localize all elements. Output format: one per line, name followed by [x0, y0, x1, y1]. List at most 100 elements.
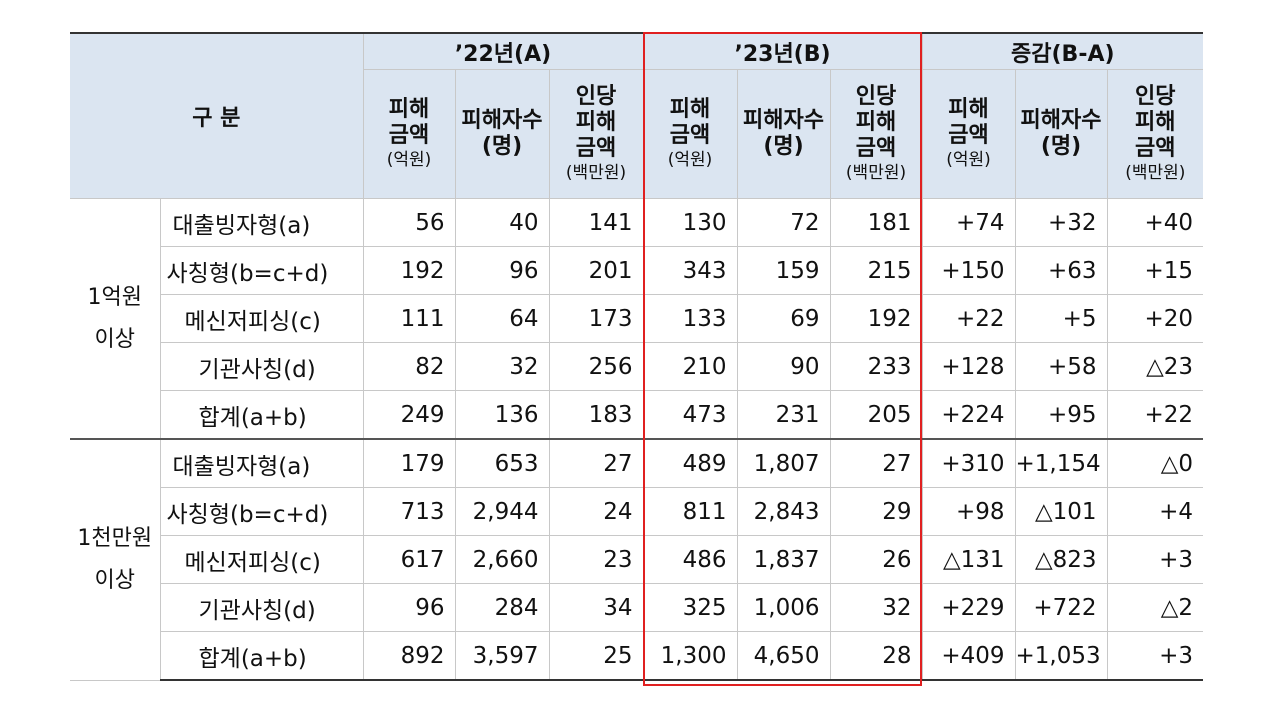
- column-header-line: (명): [481, 134, 523, 159]
- column-header-line: 피해: [1135, 110, 1176, 135]
- column-header: 인당 피해 금액 (백만원): [829, 69, 923, 199]
- column-header-line: 피해: [575, 110, 617, 135]
- cell-value: +22: [921, 294, 1016, 343]
- cell-value: 141: [548, 198, 644, 247]
- cell-value: 205: [829, 390, 923, 440]
- column-header-line: (억원): [386, 150, 432, 170]
- period-header: 증감(B-A): [921, 32, 1204, 70]
- section-label-line: 1억원: [87, 284, 142, 310]
- cell-value: 473: [642, 390, 738, 440]
- cell-value: +1,053: [1014, 631, 1108, 681]
- group-header: 구 분: [70, 32, 364, 199]
- column-header-line: 피해자수: [461, 108, 543, 133]
- row-label: 합계(a+b): [159, 390, 364, 440]
- cell-value: 40: [454, 198, 550, 247]
- data-row: 1억원 이상 대출빙자형(a) 56 40 141 130 72 181 +74 +32 +40: [70, 198, 1204, 440]
- cell-value: 201: [548, 246, 644, 295]
- cell-value: +150: [921, 246, 1016, 295]
- column-header-line: 피해: [855, 110, 897, 135]
- cell-value: +58: [1014, 342, 1108, 391]
- cell-value: 183: [548, 390, 644, 440]
- column-header: 인당 피해 금액 (백만원): [548, 69, 644, 199]
- cell-value: 136: [454, 390, 550, 440]
- cell-value: 2,660: [454, 535, 550, 584]
- data-row: 사칭형(b=c+d) 713 2,944 24 811 2,843 29 +98 △101 +4: [70, 487, 1204, 536]
- column-header-line: 피해: [388, 97, 430, 122]
- row-label: 기관사칭(d): [159, 583, 364, 632]
- table-header: 구 분 ’22년(A) ’23년(B) 증감(B-A) 피해 금액 (억원) 피해자수 (명) 인…: [70, 32, 1204, 199]
- cell-value: 130: [642, 198, 738, 247]
- cell-value: △2: [1106, 583, 1204, 632]
- data-row: 기관사칭(d) 82 32 256 210 90 233 +128 +58 △23: [70, 342, 1204, 391]
- cell-value: 181: [829, 198, 923, 247]
- row-label: 사칭형(b=c+d): [159, 487, 364, 536]
- cell-value: 34: [548, 583, 644, 632]
- column-header-line: 금액: [948, 123, 989, 148]
- cell-value: +15: [1106, 246, 1204, 295]
- cell-value: +74: [921, 198, 1016, 247]
- cell-value: +4: [1106, 487, 1204, 536]
- row-label: 대출빙자형(a): [159, 438, 364, 488]
- cell-value: 231: [736, 390, 831, 440]
- cell-value: 90: [736, 342, 831, 391]
- column-header-line: 피해자수: [743, 108, 824, 133]
- cell-value: 2,944: [454, 487, 550, 536]
- period-label: ’23년(B): [734, 41, 831, 67]
- cell-value: 28: [829, 631, 923, 681]
- section-label-line: 이상: [94, 326, 135, 352]
- column-header-line: 피해: [669, 97, 711, 122]
- column-header-line: 피해: [948, 97, 989, 122]
- column-header: 피해 금액 (억원): [921, 69, 1016, 199]
- cell-value: 1,300: [642, 631, 738, 681]
- row-label: 합계(a+b): [159, 631, 364, 681]
- cell-value: 24: [548, 487, 644, 536]
- cell-value: 653: [454, 438, 550, 488]
- cell-value: 25: [548, 631, 644, 681]
- column-header-line: 금액: [1135, 136, 1176, 161]
- cell-value: 1,837: [736, 535, 831, 584]
- cell-value: 179: [362, 438, 456, 488]
- row-label: 메신저피싱(c): [159, 535, 364, 584]
- column-header-line: 금액: [388, 123, 430, 148]
- column-header-line: (백만원): [1125, 163, 1186, 183]
- cell-value: +224: [921, 390, 1016, 440]
- column-header-line: 금액: [855, 136, 897, 161]
- cell-value: 56: [362, 198, 456, 247]
- data-row: 메신저피싱(c) 111 64 173 133 69 192 +22 +5 +20: [70, 294, 1204, 343]
- header-row: 구 분 ’22년(A) ’23년(B) 증감(B-A): [70, 32, 1204, 199]
- cell-value: +5: [1014, 294, 1108, 343]
- cell-value: 23: [548, 535, 644, 584]
- column-header: 피해자수 (명): [1014, 69, 1108, 199]
- damage-table: 구 분 ’22년(A) ’23년(B) 증감(B-A) 피해 금액 (억원) 피해자수 (명) 인…: [70, 32, 1204, 681]
- row-label: 사칭형(b=c+d): [159, 246, 364, 295]
- cell-value: 486: [642, 535, 738, 584]
- group-label: 구 분: [192, 106, 241, 131]
- cell-value: 192: [829, 294, 923, 343]
- cell-value: △23: [1106, 342, 1204, 391]
- cell-value: 233: [829, 342, 923, 391]
- cell-value: 27: [548, 438, 644, 488]
- cell-value: 3,597: [454, 631, 550, 681]
- cell-value: △823: [1014, 535, 1108, 584]
- cell-value: 489: [642, 438, 738, 488]
- cell-value: 1,006: [736, 583, 831, 632]
- section-label: 1천만원 이상: [70, 438, 161, 681]
- column-header-line: (백만원): [565, 163, 627, 183]
- column-header-line: (억원): [946, 150, 991, 170]
- header-row: 피해 금액 (억원) 피해자수 (명) 인당 피해 금액 (백만원) 피해 금액 (억원) 피해자수 (명…: [70, 69, 1204, 199]
- table-body: 1억원 이상 대출빙자형(a) 56 40 141 130 72 181 +74 +32 +40 사칭형…: [70, 198, 1204, 681]
- column-header-line: 금액: [575, 136, 617, 161]
- period-label: 증감(B-A): [1011, 41, 1115, 67]
- cell-value: +409: [921, 631, 1016, 681]
- cell-value: +310: [921, 438, 1016, 488]
- cell-value: 96: [454, 246, 550, 295]
- cell-value: +22: [1106, 390, 1204, 440]
- cell-value: +128: [921, 342, 1016, 391]
- period-header: ’23년(B): [642, 32, 923, 70]
- cell-value: 133: [642, 294, 738, 343]
- column-header-line: 인당: [1135, 84, 1176, 109]
- cell-value: 4,650: [736, 631, 831, 681]
